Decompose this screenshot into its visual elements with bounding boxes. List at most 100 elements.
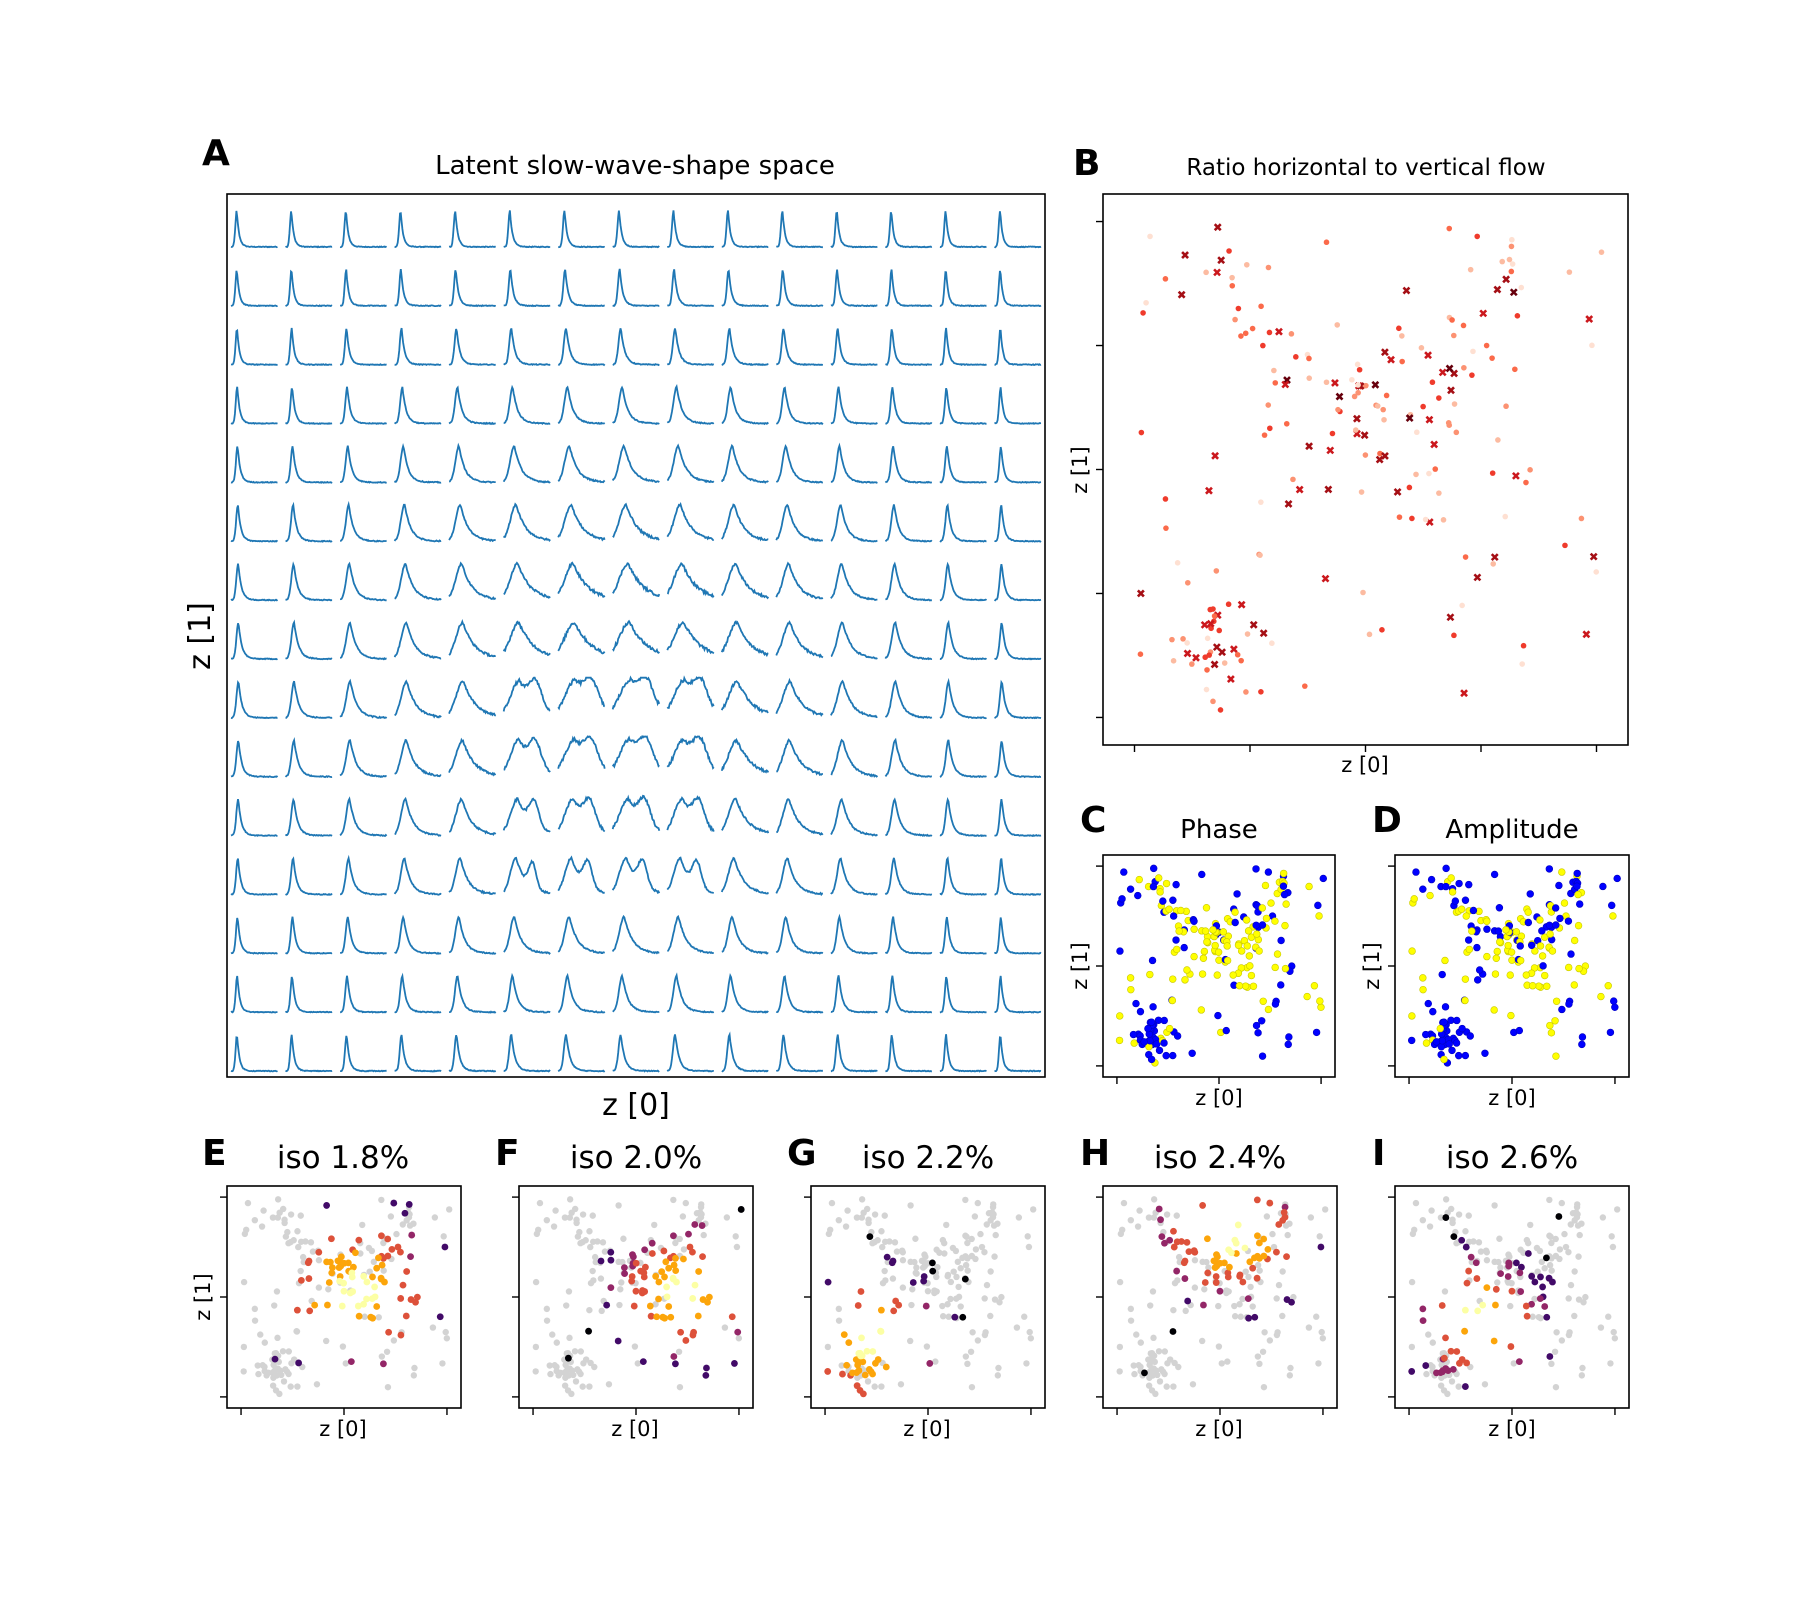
background-point xyxy=(271,1368,278,1375)
iso-point xyxy=(297,1276,305,1284)
panel-b-ylabel: z [1] xyxy=(1068,446,1092,493)
scatter-point xyxy=(1271,963,1279,972)
scatter-point xyxy=(1134,891,1142,900)
scatter-point xyxy=(1464,936,1473,944)
background-point xyxy=(271,1302,278,1309)
background-point xyxy=(853,1214,861,1221)
trace-line xyxy=(611,619,661,654)
scatter-point xyxy=(1538,927,1546,935)
iso-point xyxy=(1213,1251,1220,1259)
background-point xyxy=(987,1268,994,1275)
background-point xyxy=(723,1214,731,1221)
iso-point xyxy=(397,1331,405,1339)
scatter-point xyxy=(1160,1016,1168,1025)
flow-point xyxy=(1324,485,1333,494)
trace-line xyxy=(993,564,1042,602)
iso-point xyxy=(648,1239,656,1247)
scatter-point xyxy=(1120,868,1128,876)
background-point xyxy=(1567,1221,1574,1228)
background-point xyxy=(1119,1226,1126,1234)
trace-line xyxy=(339,739,387,779)
background-point xyxy=(274,1334,281,1342)
flow-point xyxy=(1380,406,1387,413)
scatter-point xyxy=(1165,1024,1174,1033)
flow-point xyxy=(1229,282,1236,289)
scatter-point xyxy=(1190,952,1198,961)
background-point xyxy=(871,1211,879,1218)
scatter-point xyxy=(1445,1040,1453,1048)
scatter-point xyxy=(1424,999,1432,1008)
iso-point xyxy=(1555,1213,1563,1220)
background-point xyxy=(1321,1206,1329,1213)
background-point xyxy=(589,1212,596,1219)
trace-line xyxy=(503,384,551,425)
background-point xyxy=(955,1293,963,1301)
trace-line xyxy=(503,736,551,773)
background-point xyxy=(933,1288,940,1295)
iso-point xyxy=(1528,1300,1535,1308)
trace-line xyxy=(393,621,442,660)
trace-line xyxy=(285,561,333,602)
background-point xyxy=(998,1293,1005,1301)
scatter-point xyxy=(1271,1000,1280,1008)
flow-point xyxy=(1493,285,1502,294)
background-point xyxy=(634,1360,641,1367)
iso-point xyxy=(857,1288,865,1295)
flow-point xyxy=(1440,517,1447,523)
background-point xyxy=(881,1267,888,1275)
background-point xyxy=(322,1337,330,1345)
panel-h-ticks xyxy=(1096,1196,1324,1415)
iso-point xyxy=(1467,1253,1475,1261)
flow-point xyxy=(1192,653,1200,662)
scatter-point xyxy=(1606,1028,1615,1037)
scatter-point xyxy=(1162,1051,1170,1060)
iso-point xyxy=(340,1279,348,1287)
iso-point xyxy=(1204,1269,1212,1277)
background-point xyxy=(682,1199,689,1207)
background-point xyxy=(1263,1213,1271,1220)
trace-line xyxy=(339,975,388,1014)
background-point xyxy=(1529,1313,1536,1320)
background-point xyxy=(886,1238,893,1245)
iso-point xyxy=(369,1273,376,1281)
scatter-point xyxy=(1223,942,1231,950)
background-point xyxy=(605,1381,613,1388)
flow-point xyxy=(1355,382,1361,388)
flow-point xyxy=(1138,429,1145,436)
background-point xyxy=(1201,1286,1208,1293)
flow-point xyxy=(1203,686,1210,693)
background-point xyxy=(1440,1387,1448,1394)
iso-point xyxy=(653,1313,661,1321)
scatter-point xyxy=(1610,997,1618,1005)
background-point xyxy=(1239,1295,1246,1303)
iso-point xyxy=(682,1337,690,1344)
trace-line xyxy=(611,914,660,955)
background-point xyxy=(1149,1288,1157,1295)
background-point xyxy=(378,1353,386,1360)
background-point xyxy=(828,1199,836,1207)
background-point xyxy=(1599,1214,1607,1221)
flow-point xyxy=(1213,268,1221,277)
background-point xyxy=(1275,1281,1283,1289)
scatter-point xyxy=(1436,1024,1445,1033)
flow-point xyxy=(1210,606,1216,612)
background-point xyxy=(586,1306,593,1314)
flow-point xyxy=(1242,330,1249,337)
background-point xyxy=(572,1378,580,1385)
background-point xyxy=(1242,1268,1249,1275)
iso-point xyxy=(661,1273,668,1281)
flow-point xyxy=(1402,286,1411,295)
background-point xyxy=(315,1284,323,1291)
flow-point xyxy=(1489,355,1495,361)
iso-point xyxy=(1472,1259,1480,1267)
scatter-point xyxy=(1461,996,1469,1005)
background-point xyxy=(287,1383,294,1390)
background-point xyxy=(676,1235,683,1243)
flow-point xyxy=(1509,261,1516,267)
scatter-point xyxy=(1118,895,1126,903)
background-point xyxy=(1597,1324,1605,1331)
background-point xyxy=(1170,1306,1177,1314)
background-point xyxy=(543,1305,551,1313)
scatter-point xyxy=(1160,1039,1168,1047)
background-point xyxy=(589,1267,596,1275)
